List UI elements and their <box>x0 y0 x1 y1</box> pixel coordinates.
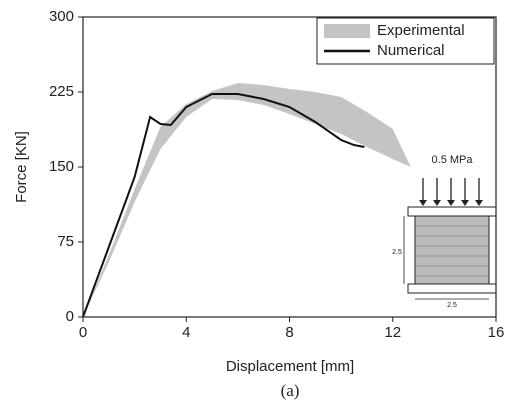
inset-diagram: 0.5 MPa 2.5 2.5 <box>392 154 497 309</box>
x-tick-label: 4 <box>182 324 190 341</box>
legend-label: Experimental <box>377 22 465 39</box>
height-label: 2.5 <box>392 249 402 256</box>
x-tick-label: 0 <box>79 324 87 341</box>
y-tick-label: 0 <box>66 308 74 325</box>
y-tick-label: 150 <box>49 158 74 175</box>
plot: 0 4 8 12 16 0 75 150 225 300 Experimental Numerical <box>49 8 504 341</box>
legend: Experimental Numerical <box>316 17 495 65</box>
x-tick-label: 16 <box>488 324 505 341</box>
legend-swatch <box>324 24 370 38</box>
legend-box <box>316 17 495 65</box>
load-label: 0.5 MPa <box>432 154 474 166</box>
y-tick-label: 225 <box>49 83 74 100</box>
y-tick-label: 75 <box>57 233 74 250</box>
band <box>83 83 411 317</box>
y-tick-label: 300 <box>49 8 74 25</box>
caption: (a) <box>281 381 300 400</box>
y-axis-title: Force [KN] <box>13 131 30 203</box>
x-tick-label: 8 <box>285 324 293 341</box>
x-tick-label: 12 <box>384 324 401 341</box>
legend-label: Numerical <box>377 42 445 59</box>
x-axis-title: Displacement [mm] <box>226 358 354 375</box>
width-label: 2.5 <box>447 302 457 309</box>
line <box>82 93 365 318</box>
